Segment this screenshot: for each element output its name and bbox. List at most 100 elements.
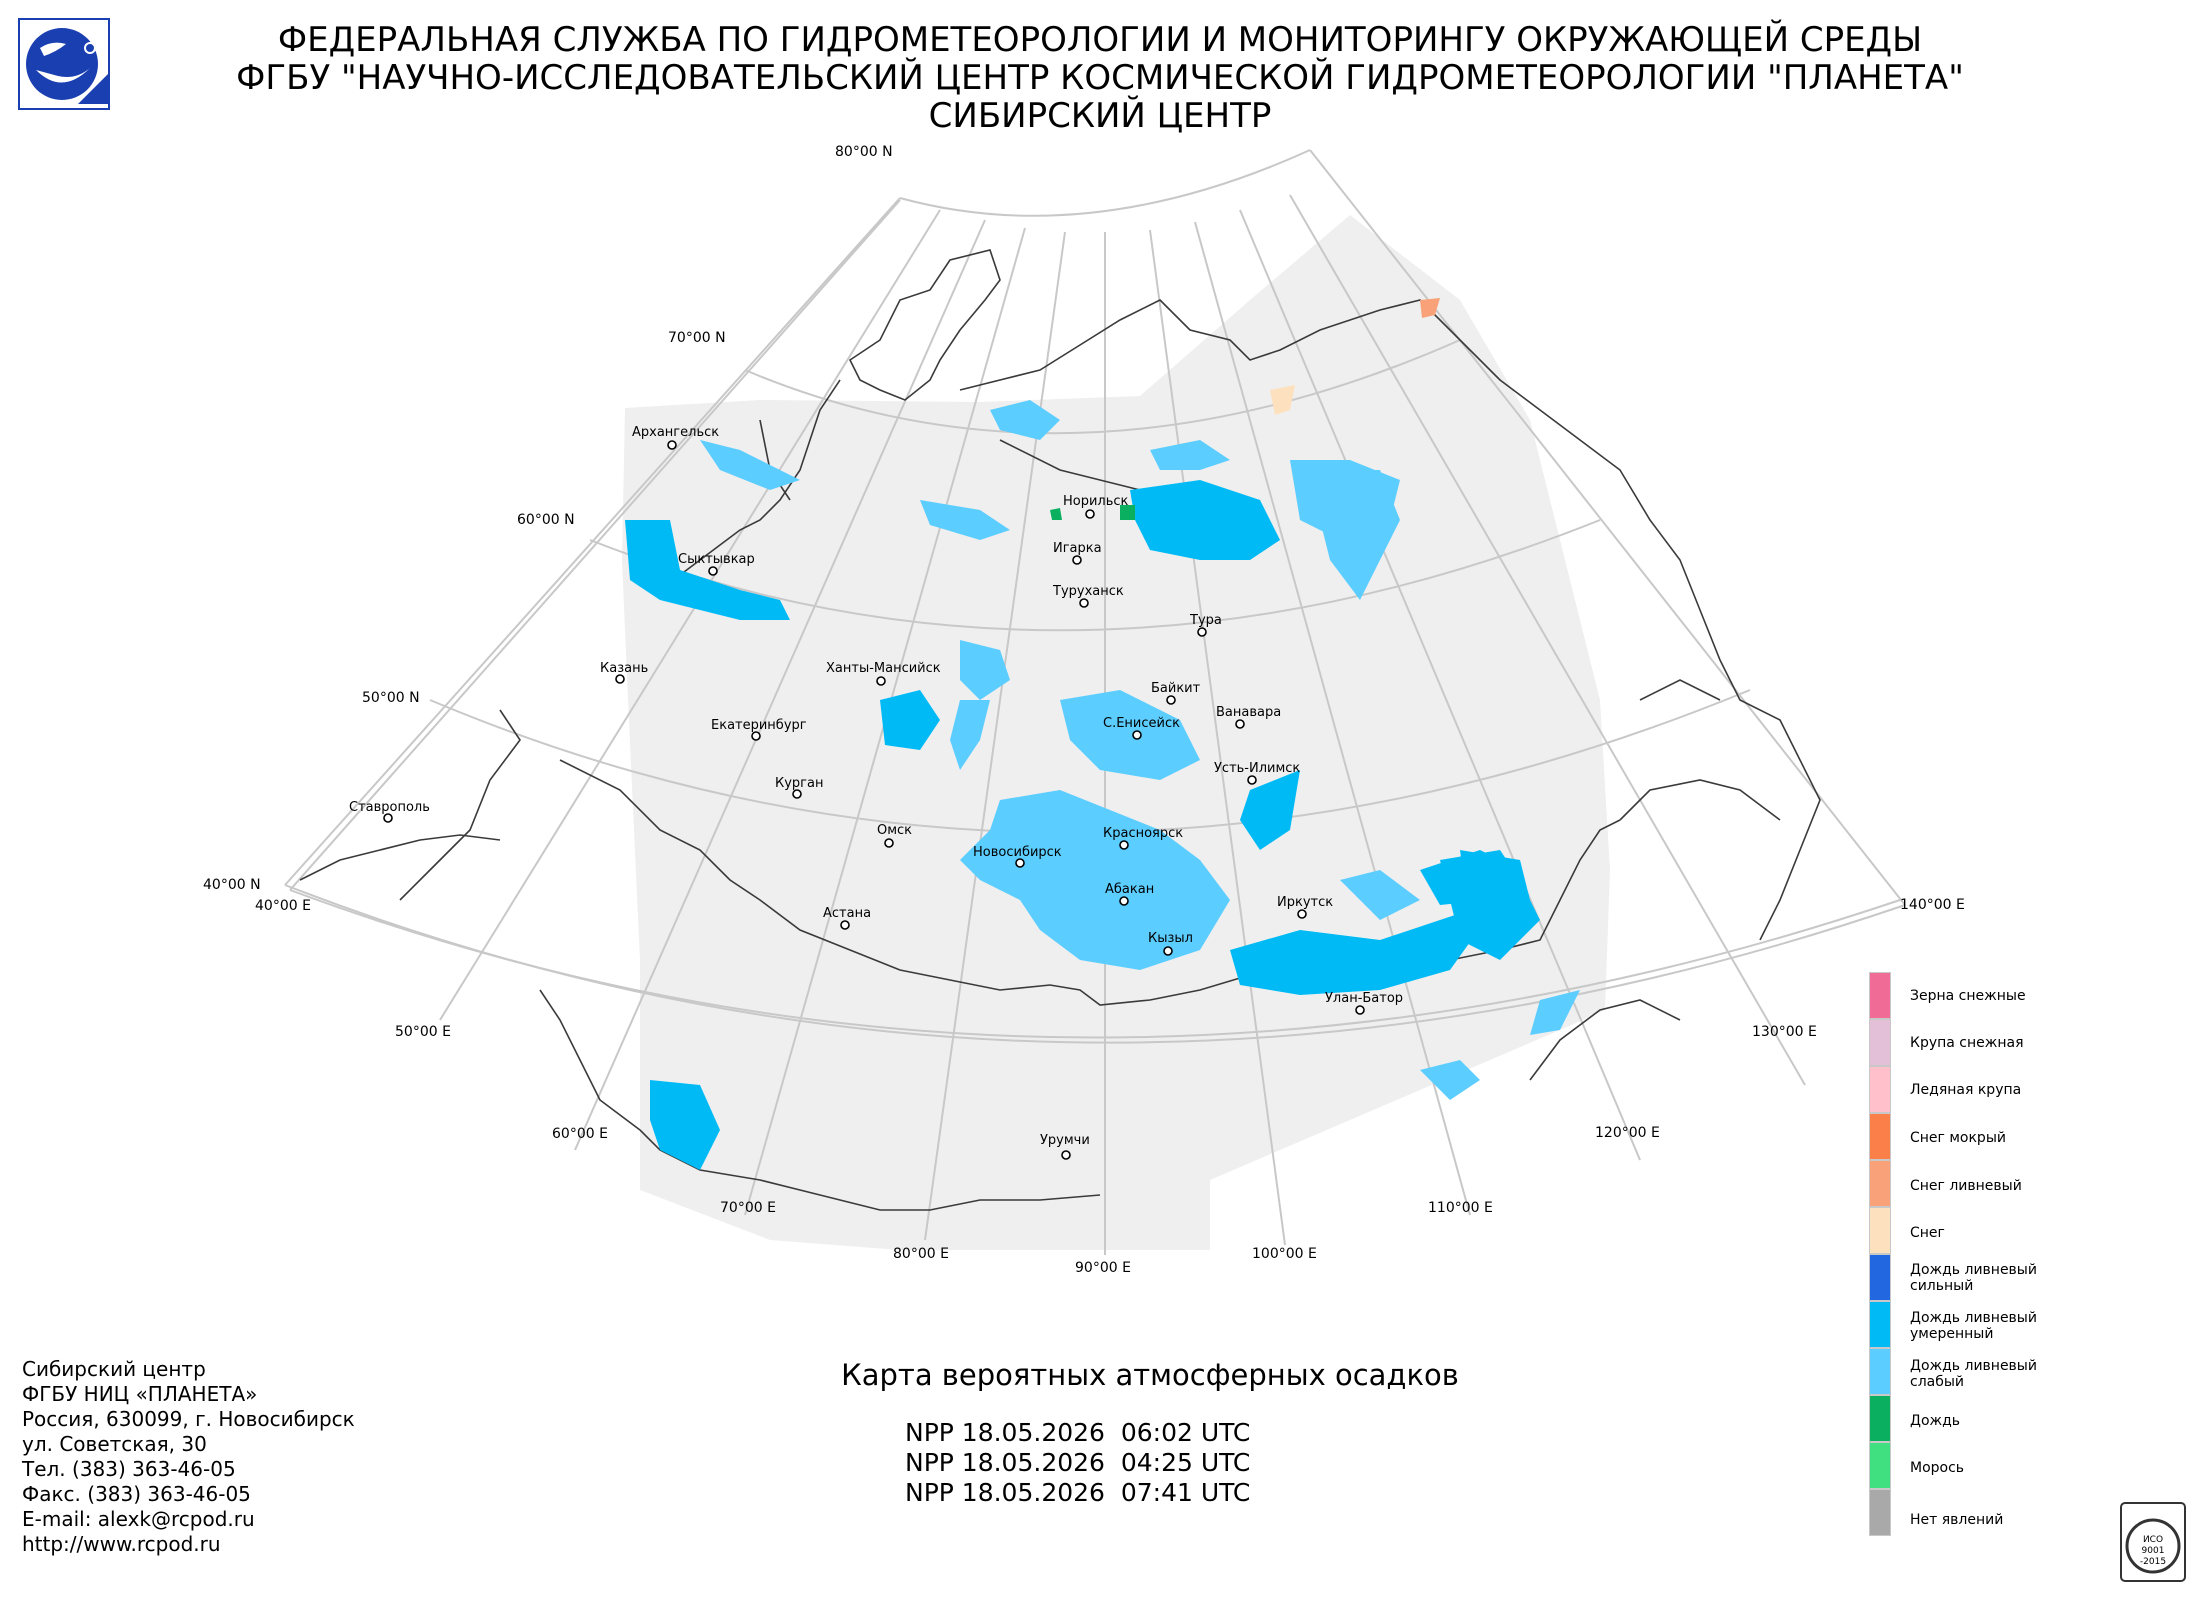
precip-patch bbox=[920, 500, 1010, 540]
precip-patch bbox=[650, 1080, 720, 1170]
footer-line: ул. Советская, 30 bbox=[22, 1432, 207, 1456]
city-label-arkhangelsk: Архангельск bbox=[632, 425, 719, 440]
city-label-ulan-bator: Улан-Батор bbox=[1325, 991, 1403, 1006]
footer-website-link[interactable]: http://www.rcpod.ru bbox=[22, 1532, 221, 1556]
grid-labels: 80°00 N 70°00 N 60°00 N 50°00 N 40°00 N … bbox=[203, 144, 1965, 1276]
header-title-line-1: ФЕДЕРАЛЬНАЯ СЛУЖБА ПО ГИДРОМЕТЕОРОЛОГИИ … bbox=[277, 20, 1923, 60]
precip-patch bbox=[960, 640, 1010, 700]
legend-label: Снег bbox=[1910, 1225, 1945, 1241]
legend-label: Ледяная крупа bbox=[1910, 1082, 2022, 1098]
legend-swatch-ice-pellets bbox=[1869, 1066, 1891, 1113]
city-label-irkutsk: Иркутск bbox=[1277, 895, 1333, 910]
svg-text:ИСО: ИСО bbox=[2143, 1535, 2163, 1545]
grid-label-lon50: 50°00 E bbox=[395, 1024, 451, 1040]
precip-patch bbox=[950, 700, 990, 770]
legend-label: Морось bbox=[1910, 1460, 1965, 1476]
city-markers bbox=[383, 440, 1365, 1160]
city-label-astana: Астана bbox=[823, 906, 871, 921]
legend-swatch-no-precip bbox=[1869, 1489, 1891, 1536]
grid-label-lon60: 60°00 E bbox=[552, 1126, 608, 1142]
header-title-line-3: СИБИРСКИЙ ЦЕНТР bbox=[928, 96, 1272, 136]
grid-label-lon70: 70°00 E bbox=[720, 1200, 776, 1216]
precip-patch bbox=[1230, 900, 1500, 995]
legend-label: Снег ливневый bbox=[1910, 1178, 2022, 1194]
precip-patch bbox=[1120, 505, 1135, 520]
satellite-pass: NPP 18.05.2026 04:25 UTC bbox=[905, 1448, 1251, 1477]
city-label-krasnoyarsk: Красноярск bbox=[1103, 826, 1183, 841]
legend-swatch-drizzle bbox=[1869, 1442, 1891, 1489]
grid-label-lat60: 60°00 N bbox=[517, 512, 575, 528]
precip-patch bbox=[625, 520, 790, 620]
precip-patch bbox=[1240, 770, 1300, 850]
city-label-s-eniseysk: С.Енисейск bbox=[1103, 716, 1180, 731]
legend-swatch-rain bbox=[1869, 1395, 1891, 1442]
satellite-pass: NPP 18.05.2026 06:02 UTC bbox=[905, 1418, 1251, 1447]
city-labels: Архангельск Сыктывкар Казань Ханты-Манси… bbox=[349, 425, 1403, 1148]
precip-patch bbox=[1270, 385, 1295, 415]
legend-swatch-wet-snow bbox=[1869, 1113, 1891, 1160]
legend-label: Дождь bbox=[1910, 1413, 1961, 1429]
city-label-igarka: Игарка bbox=[1053, 541, 1102, 556]
grid-label-lon90: 90°00 E bbox=[1075, 1260, 1131, 1276]
legend-swatch-snow-pellets bbox=[1869, 1019, 1891, 1066]
city-label-norilsk: Норильск bbox=[1063, 494, 1129, 509]
city-label-khanty: Ханты-Мансийск bbox=[826, 661, 941, 676]
precip-patch bbox=[880, 690, 940, 750]
precip-patch bbox=[700, 440, 800, 490]
precip-patch bbox=[1530, 990, 1580, 1035]
city-label-ust-ilimsk: Усть-Илимск bbox=[1214, 761, 1300, 776]
city-label-abakan: Абакан bbox=[1105, 882, 1154, 897]
grid-label-lat40: 40°00 N bbox=[203, 877, 261, 893]
city-label-stavropol: Ставрополь bbox=[349, 800, 430, 815]
precip-patch bbox=[1120, 860, 1160, 920]
precip-patch bbox=[1460, 850, 1530, 920]
precip-patch bbox=[1340, 870, 1420, 920]
grid-label-lon130: 130°00 E bbox=[1752, 1024, 1817, 1040]
footer-line: Россия, 630099, г. Новосибирск bbox=[22, 1407, 355, 1431]
precip-patch bbox=[1050, 508, 1062, 520]
city-label-baykit: Байкит bbox=[1151, 681, 1201, 696]
footer-line: Сибирский центр bbox=[22, 1357, 206, 1381]
grid-label-lat80: 80°00 N bbox=[835, 144, 893, 160]
precipitation-patches bbox=[625, 298, 1580, 1170]
grid-label-lon40: 40°00 E bbox=[255, 898, 311, 914]
precip-patch bbox=[990, 400, 1060, 440]
grid-label-lon110: 110°00 E bbox=[1428, 1200, 1493, 1216]
footer-line: Факс. (383) 363-46-05 bbox=[22, 1482, 251, 1506]
header-title-line-2: ФГБУ "НАУЧНО-ИССЛЕДОВАТЕЛЬСКИЙ ЦЕНТР КОС… bbox=[236, 58, 1964, 98]
legend-swatch-snow bbox=[1869, 1207, 1891, 1254]
svg-text:-2015: -2015 bbox=[2140, 1557, 2166, 1567]
legend-label: Нет явлений bbox=[1910, 1512, 2004, 1528]
legend-label: Снег мокрый bbox=[1910, 1130, 2006, 1146]
legend-label: Дождь ливневый сильный bbox=[1910, 1262, 2037, 1294]
city-label-omsk: Омск bbox=[877, 823, 912, 838]
city-label-novosibirsk: Новосибирск bbox=[973, 845, 1062, 860]
city-label-kazan: Казань bbox=[600, 661, 648, 676]
precip-patch bbox=[1420, 298, 1440, 318]
legend-swatch-snow-shower bbox=[1869, 1160, 1891, 1207]
map-title: Карта вероятных атмосферных осадков bbox=[841, 1358, 1459, 1392]
precip-patch bbox=[960, 790, 1230, 970]
city-label-ekaterinburg: Екатеринбург bbox=[711, 718, 807, 733]
grid-label-lat50: 50°00 N bbox=[362, 690, 420, 706]
city-label-urumqi: Урумчи bbox=[1040, 1133, 1090, 1148]
legend-swatch-snow-grains bbox=[1869, 972, 1891, 1019]
legend-swatch-light-rain-shower bbox=[1869, 1348, 1891, 1395]
precip-patch bbox=[1320, 470, 1400, 600]
precip-patch bbox=[1130, 480, 1280, 560]
grid-label-lon80: 80°00 E bbox=[893, 1246, 949, 1262]
legend-label: Дождь ливневый умеренный bbox=[1910, 1310, 2037, 1342]
city-label-kyzyl: Кызыл bbox=[1148, 931, 1193, 946]
city-label-vanavara: Ванавара bbox=[1216, 705, 1281, 720]
legend-swatch-heavy-rain-shower bbox=[1869, 1254, 1891, 1301]
svg-text:9001: 9001 bbox=[2142, 1546, 2165, 1556]
satellite-pass: NPP 18.05.2026 07:41 UTC bbox=[905, 1478, 1251, 1507]
footer-email-link[interactable]: E-mail: alexk@rcpod.ru bbox=[22, 1507, 255, 1531]
city-label-syktyvkar: Сыктывкар bbox=[678, 552, 755, 567]
legend-label: Крупа снежная bbox=[1910, 1035, 2024, 1051]
grid-label-lon140: 140°00 E bbox=[1900, 897, 1965, 913]
iso-certificate-icon: ИСО 9001 -2015 bbox=[2120, 1502, 2186, 1582]
planeta-logo-icon bbox=[18, 18, 110, 110]
precip-patch bbox=[1060, 690, 1200, 780]
